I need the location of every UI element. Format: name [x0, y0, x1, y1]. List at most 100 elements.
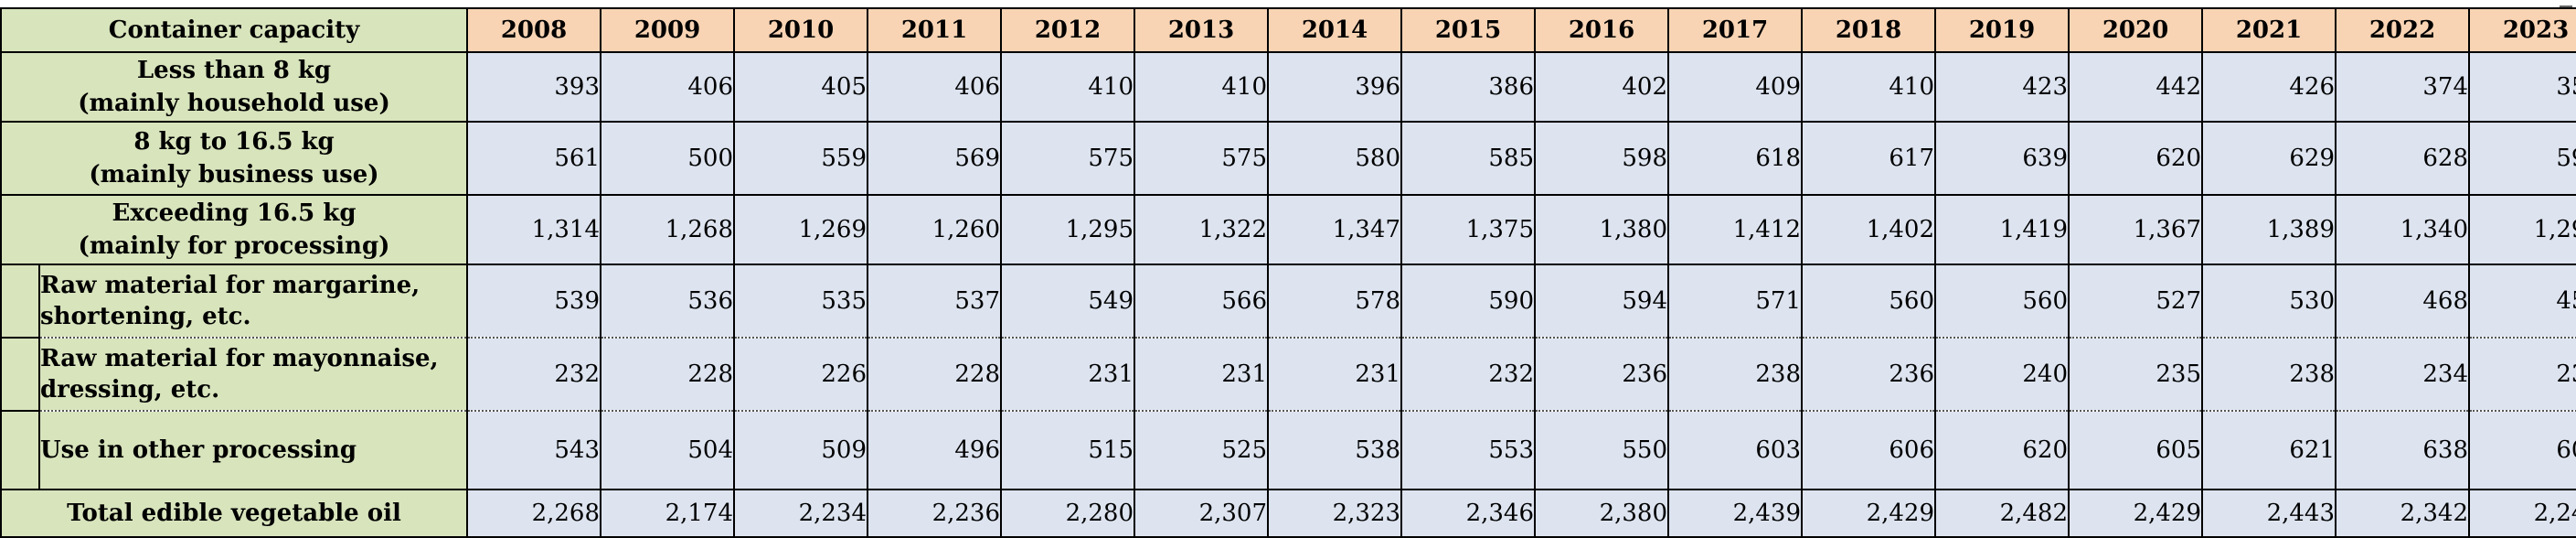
value-cell: 569 [867, 121, 1002, 196]
value-cell: 2,482 [1934, 489, 2070, 538]
row-label-line2: shortening, etc. [40, 303, 251, 330]
value-cell: 2,307 [1134, 489, 1269, 538]
value-cell: 386 [1400, 51, 1536, 123]
header-row: Container capacity 2008 2009 2010 2011 2… [0, 7, 2576, 53]
year-header: 2022 [2335, 7, 2470, 53]
row-label-other: Use in other processing [38, 410, 468, 490]
value-cell: 1,347 [1267, 194, 1402, 265]
value-cell: 618 [1667, 121, 1803, 196]
value-cell: 536 [600, 264, 735, 339]
row-label-line1: Exceeding 16.5 kg [112, 199, 357, 227]
value-cell: 496 [867, 410, 1002, 490]
edible-oil-table: Container capacity 2008 2009 2010 2011 2… [0, 7, 2576, 538]
value-cell: 594 [1534, 264, 1669, 339]
row-label-margarine: Raw material for margarine, shortening, … [38, 264, 468, 339]
value-cell: 530 [2201, 264, 2336, 339]
value-cell: 2,443 [2201, 489, 2336, 538]
value-cell: 628 [2335, 121, 2470, 196]
value-cell: 537 [867, 264, 1002, 339]
indent-cell [0, 337, 40, 412]
indent-cell [0, 410, 40, 490]
row-label-household: Less than 8 kg (mainly household use) [0, 51, 468, 123]
value-cell: 1,419 [1934, 194, 2070, 265]
value-cell: 550 [1534, 410, 1669, 490]
value-cell: 2,268 [466, 489, 601, 538]
value-cell: 236 [1534, 337, 1669, 412]
value-cell: 605 [2068, 410, 2203, 490]
corner-mark [2560, 0, 2572, 7]
value-cell: 238 [2201, 337, 2336, 412]
value-cell: 580 [1267, 121, 1402, 196]
value-cell: 1,322 [1134, 194, 1269, 265]
value-cell: 620 [1934, 410, 2070, 490]
value-cell: 468 [2335, 264, 2470, 339]
table-row-total: Total edible vegetable oil 2,268 2,174 2,2… [0, 489, 2576, 538]
value-cell: 406 [600, 51, 735, 123]
value-cell: 1,375 [1400, 194, 1536, 265]
value-cell: 553 [1400, 410, 1536, 490]
value-cell: 2,429 [1801, 489, 1936, 538]
value-cell: 1,389 [2201, 194, 2336, 265]
value-cell: 629 [2201, 121, 2336, 196]
value-cell: 620 [2068, 121, 2203, 196]
value-cell: 442 [2068, 51, 2203, 123]
value-cell: 639 [1934, 121, 2070, 196]
row-label-business: 8 kg to 16.5 kg (mainly business use) [0, 121, 468, 196]
year-header: 2014 [1267, 7, 1402, 53]
value-cell: 228 [867, 337, 1002, 412]
value-cell: 1,367 [2068, 194, 2203, 265]
value-cell: 2,174 [600, 489, 735, 538]
year-header: 2015 [1400, 7, 1536, 53]
value-cell: 234 [2335, 337, 2470, 412]
year-header: 2010 [733, 7, 868, 53]
value-cell: 535 [733, 264, 868, 339]
value-cell: 2,342 [2335, 489, 2470, 538]
value-cell: 608 [2468, 410, 2576, 490]
table-row-business: 8 kg to 16.5 kg (mainly business use) 56… [0, 121, 2576, 196]
value-cell: 231 [1134, 337, 1269, 412]
value-cell: 226 [733, 337, 868, 412]
value-cell: 231 [1000, 337, 1135, 412]
row-label-processing: Exceeding 16.5 kg (mainly for processing… [0, 194, 468, 265]
year-header: 2019 [1934, 7, 2070, 53]
value-cell: 571 [1667, 264, 1803, 339]
value-cell: 593 [2468, 121, 2576, 196]
value-cell: 374 [2335, 51, 2470, 123]
value-cell: 1,402 [1801, 194, 1936, 265]
value-cell: 575 [1134, 121, 1269, 196]
value-cell: 560 [1934, 264, 2070, 339]
value-cell: 638 [2335, 410, 2470, 490]
value-cell: 405 [733, 51, 868, 123]
value-cell: 402 [1534, 51, 1669, 123]
row-label-line1: Less than 8 kg [136, 57, 332, 84]
value-cell: 617 [1801, 121, 1936, 196]
year-header: 2011 [867, 7, 1002, 53]
year-header: 2012 [1000, 7, 1135, 53]
value-cell: 606 [1801, 410, 1936, 490]
value-cell: 1,269 [733, 194, 868, 265]
table-row-other: Use in other processing 543 504 509 496 515 5… [0, 410, 2576, 490]
value-cell: 2,346 [1400, 489, 1536, 538]
value-cell: 232 [1400, 337, 1536, 412]
year-header: 2020 [2068, 7, 2203, 53]
value-cell: 1,268 [600, 194, 735, 265]
value-cell: 500 [600, 121, 735, 196]
year-header: 2021 [2201, 7, 2336, 53]
value-cell: 1,295 [1000, 194, 1135, 265]
value-cell: 240 [1934, 337, 2070, 412]
value-cell: 590 [1400, 264, 1536, 339]
value-cell: 2,236 [867, 489, 1002, 538]
year-header: 2017 [1667, 7, 1803, 53]
row-label-total: Total edible vegetable oil [0, 489, 468, 538]
row-label-line1: 8 kg to 16.5 kg [133, 128, 335, 156]
row-label-line2: dressing, etc. [40, 376, 220, 404]
row-label-mayonnaise: Raw material for mayonnaise, dressing, e… [38, 337, 468, 412]
value-cell: 2,280 [1000, 489, 1135, 538]
table-row-household: Less than 8 kg (mainly household use) 39… [0, 51, 2576, 123]
value-cell: 228 [600, 337, 735, 412]
value-cell: 457 [2468, 264, 2576, 339]
value-cell: 621 [2201, 410, 2336, 490]
value-cell: 2,323 [1267, 489, 1402, 538]
value-cell: 1,260 [867, 194, 1002, 265]
value-cell: 1,297 [2468, 194, 2576, 265]
